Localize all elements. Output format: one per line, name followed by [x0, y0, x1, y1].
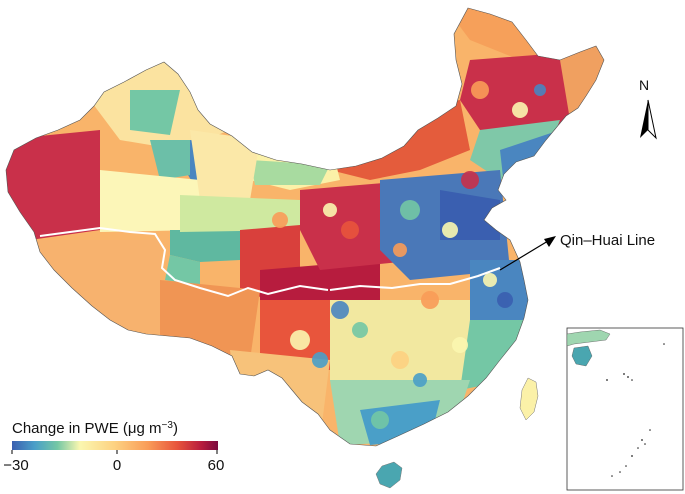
region-gansu	[180, 195, 300, 232]
legend-colorbar	[12, 441, 218, 450]
national-border	[5, 7, 605, 447]
qin-huai-line	[329, 267, 501, 291]
tibetan-plateau-boundary	[39, 226, 329, 298]
legend-max-label: 60	[208, 457, 225, 474]
region-tibet-east	[160, 280, 260, 360]
inset-hainan	[571, 345, 593, 367]
north-arrow-icon	[640, 100, 648, 138]
inset-islands	[606, 343, 665, 477]
annotation-arrow-line	[499, 240, 549, 271]
arrow-head-icon	[544, 236, 556, 247]
inset-mainland-coast	[566, 329, 611, 347]
qin-huai-annotation: Qin–Huai Line	[499, 232, 655, 271]
legend-min-label: −30	[3, 457, 28, 474]
annotation-label: Qin–Huai Line	[560, 232, 655, 249]
region-xinjiang-teal	[150, 140, 190, 180]
region-xinjiang-west-red	[6, 130, 100, 240]
region-yangtze-delta	[470, 260, 530, 320]
region-tibet-west	[30, 240, 160, 340]
region-south-central	[330, 300, 470, 380]
region-gobi-green	[250, 160, 330, 185]
north-arrow: N	[639, 77, 657, 140]
legend-title: Change in PWE (μg m−3)	[12, 420, 178, 438]
island-hainan	[375, 461, 403, 489]
north-label: N	[639, 77, 649, 93]
region-xinjiang-northwest	[130, 90, 180, 135]
region-xinjiang-basin	[100, 170, 200, 232]
south-china-sea-inset	[566, 327, 684, 491]
legend-mid-label: 0	[113, 457, 121, 474]
island-taiwan	[519, 377, 539, 421]
north-arrow-icon-right	[647, 99, 657, 140]
color-legend: Change in PWE (μg m−3) −30 0 60	[3, 420, 224, 475]
region-qinghai-teal	[170, 230, 240, 262]
region-xinjiang-east	[190, 130, 260, 200]
